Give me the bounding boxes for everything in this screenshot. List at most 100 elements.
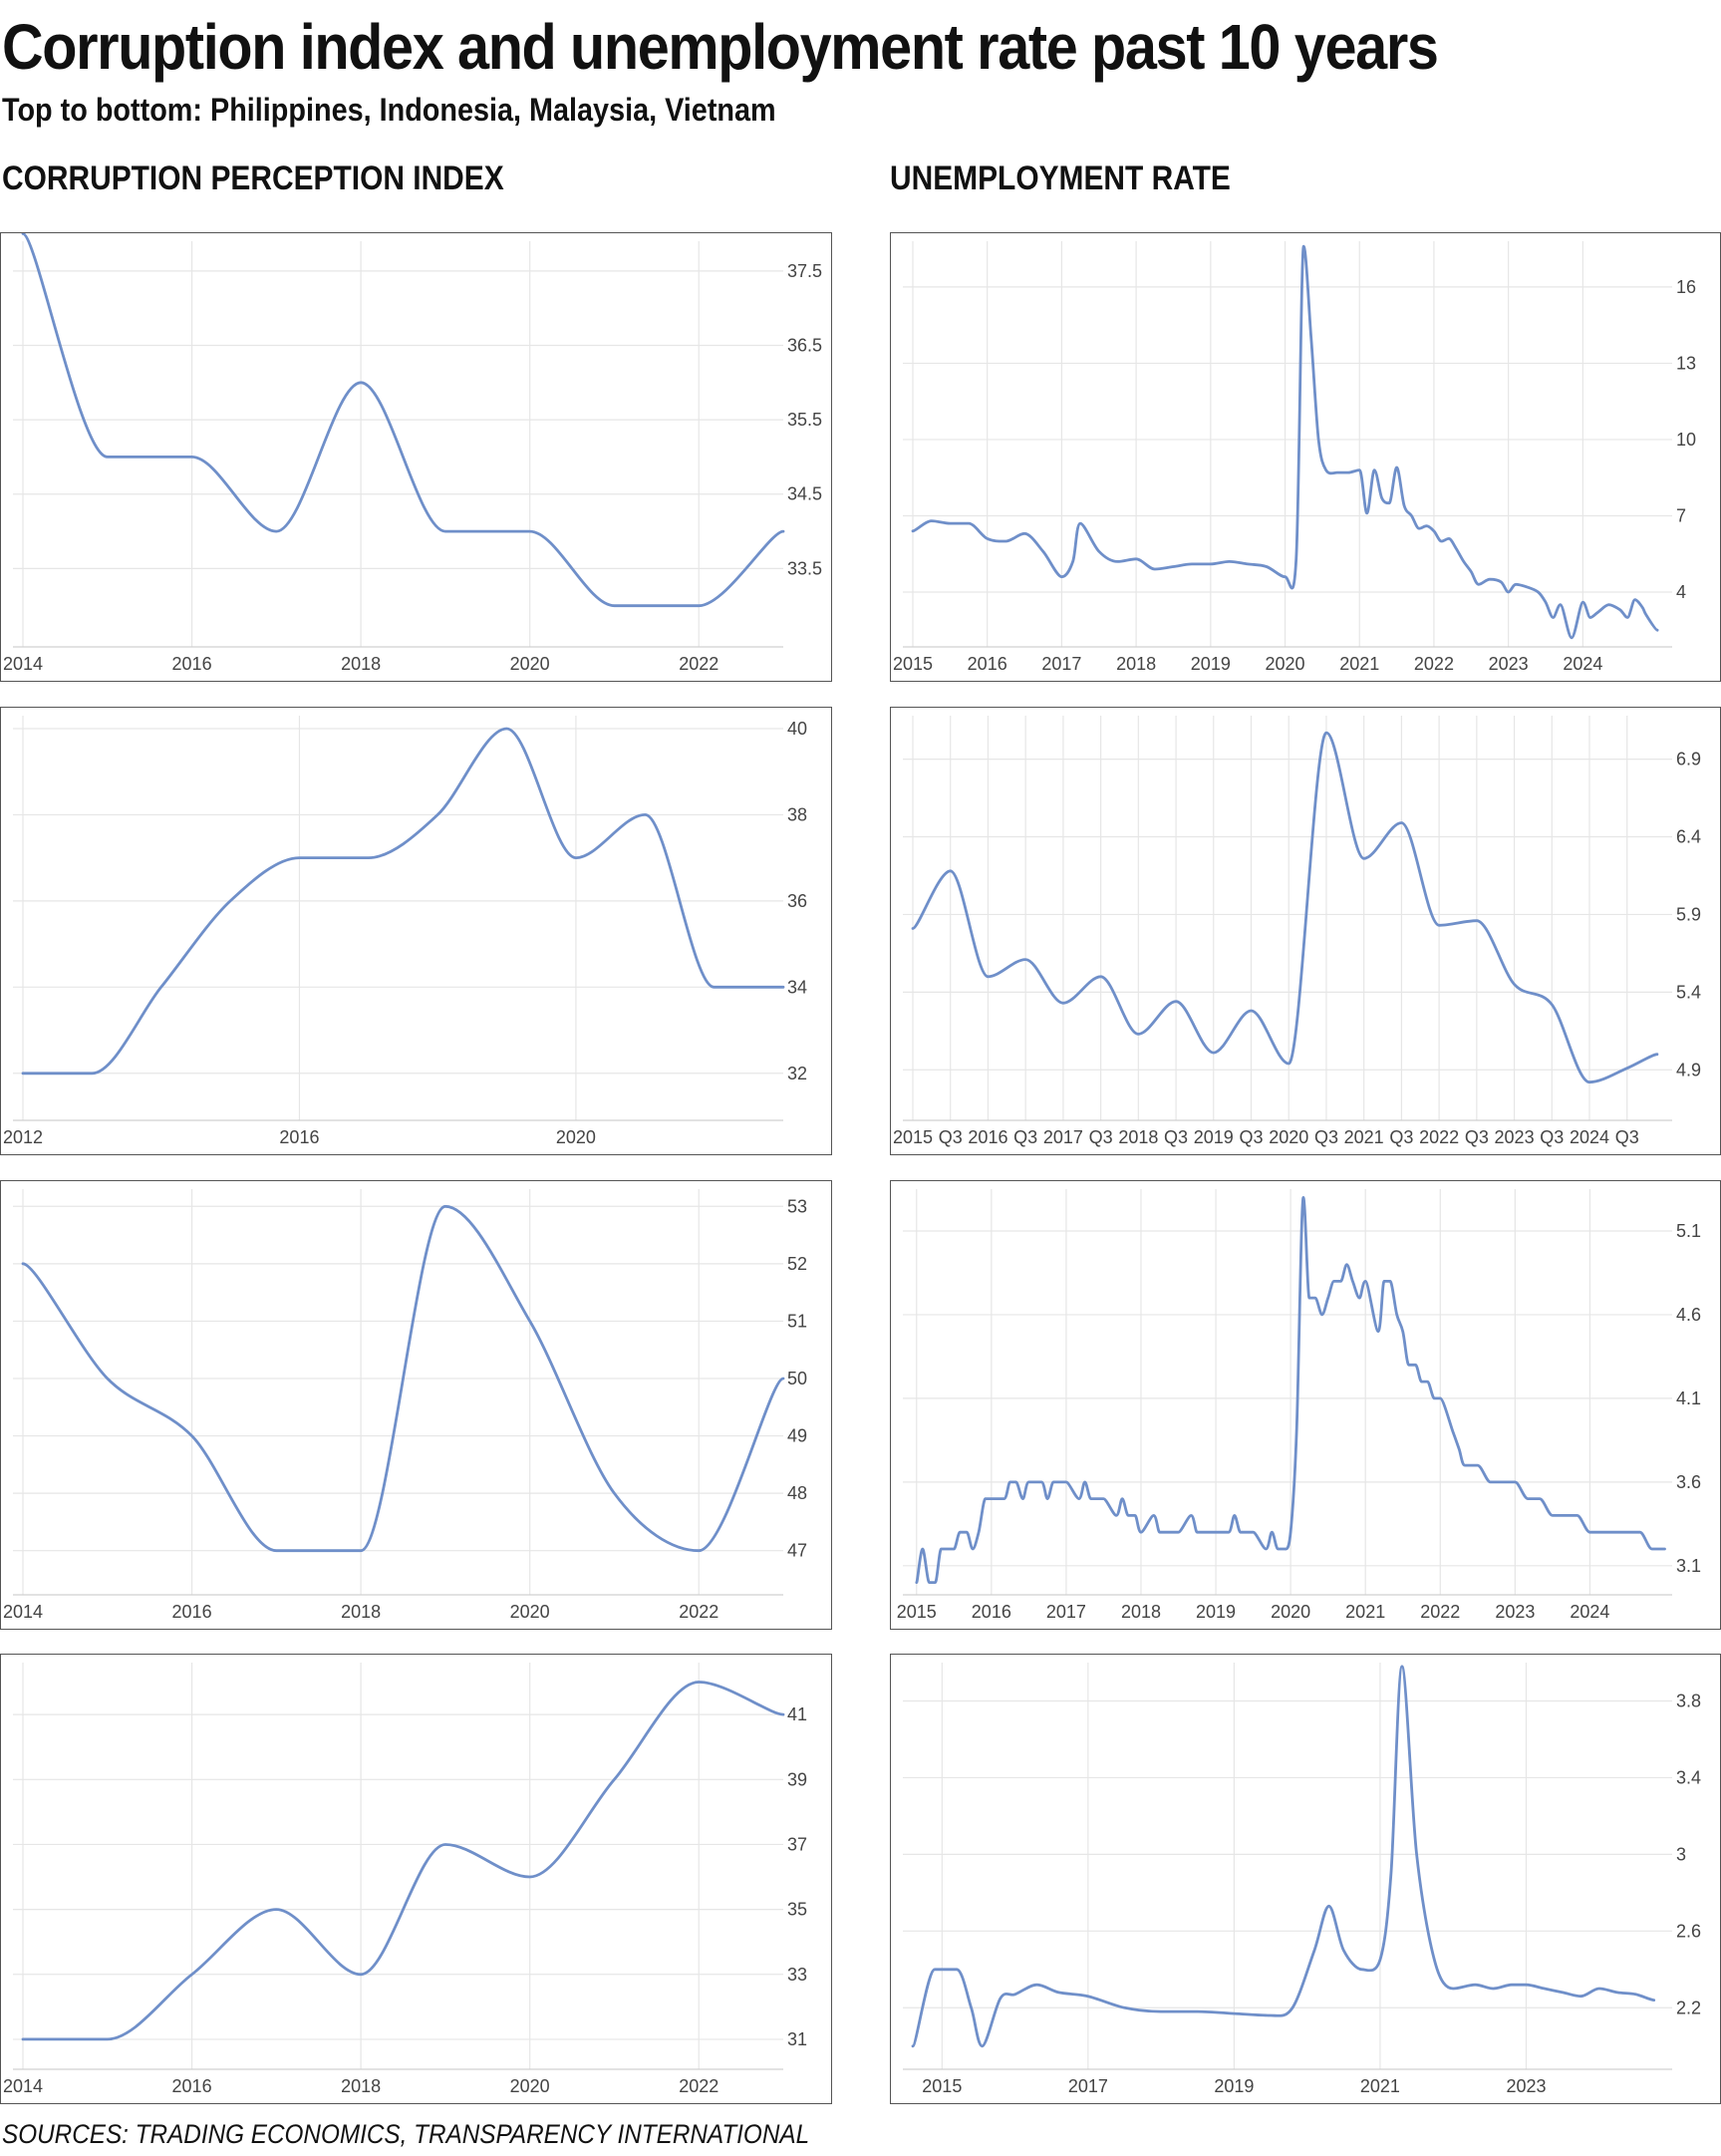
data-point: [1619, 609, 1621, 611]
x-tick-label: 2016: [172, 1602, 212, 1622]
data-point: [782, 986, 784, 988]
x-tick-label: 2017: [1068, 2076, 1108, 2096]
data-point: [275, 530, 277, 532]
data-point: [1247, 563, 1249, 565]
data-point: [912, 530, 914, 532]
data-point: [1159, 1531, 1161, 1533]
vietnam-unemployment-chart: 3.8 3.4 3 2.6 2.2 2015 2017 2019 2021 2023: [890, 1654, 1721, 2104]
x-tick-label: 2021: [1344, 1127, 1384, 1147]
data-point: [1302, 245, 1304, 247]
gridlines: [13, 1663, 783, 2069]
data-point: [1377, 1331, 1379, 1333]
x-tick-label: Q3: [1089, 1127, 1113, 1147]
x-tick-label: 2016: [172, 2076, 212, 2096]
data-point: [1196, 1531, 1198, 1533]
data-point: [1351, 1280, 1353, 1282]
data-point: [1539, 1497, 1541, 1499]
data-point: [1342, 1949, 1344, 1951]
data-point: [1452, 1988, 1454, 1990]
x-tick-label: 2014: [3, 654, 43, 674]
data-point: [1115, 1514, 1117, 1516]
data-point: [1626, 1068, 1628, 1070]
data-point: [698, 605, 700, 607]
data-point: [1633, 598, 1635, 600]
data-point: [949, 522, 951, 524]
data-point: [1290, 1531, 1291, 1533]
x-tick-label: 2020: [1266, 654, 1305, 674]
data-point: [107, 1378, 109, 1380]
data-point: [1560, 604, 1562, 606]
x-tick-label: 2016: [968, 1127, 1007, 1147]
data-point: [1035, 1984, 1037, 1986]
data-point: [934, 1581, 936, 1583]
data-point: [1588, 1081, 1590, 1083]
series-line: [21, 727, 785, 1076]
data-point: [1197, 2010, 1199, 2012]
data-point: [1526, 586, 1528, 588]
data-point: [613, 1778, 615, 1780]
data-point: [1327, 1297, 1329, 1299]
data-point: [1388, 502, 1390, 504]
x-tick-label: Q3: [939, 1127, 963, 1147]
data-point: [1645, 614, 1647, 616]
x-tick-label: 2022: [679, 1602, 718, 1622]
data-point: [1452, 1430, 1454, 1432]
x-tick-label: 2016: [972, 1602, 1011, 1622]
y-tick-label: 53: [787, 1196, 807, 1216]
data-point: [1317, 439, 1319, 441]
x-tick-label: 2022: [679, 654, 718, 674]
data-point: [922, 1548, 924, 1550]
data-point: [190, 1434, 192, 1436]
data-point: [1545, 601, 1547, 603]
x-tick-label: 2012: [3, 1127, 43, 1147]
x-tick-label: 2021: [1360, 2076, 1400, 2096]
data-point: [1078, 1497, 1080, 1499]
data-point: [1154, 568, 1156, 570]
x-tick-label: Q3: [1465, 1127, 1489, 1147]
y-tick-label: 37: [787, 1834, 807, 1854]
data-point: [1266, 565, 1268, 567]
data-point: [1639, 1531, 1641, 1533]
data-point: [1333, 1280, 1335, 1282]
x-tick-label: Q3: [1013, 1127, 1037, 1147]
data-point: [1477, 1464, 1479, 1466]
data-point: [1284, 576, 1286, 578]
x-tick-label: 2014: [3, 2076, 43, 2096]
data-point: [1325, 732, 1327, 734]
data-point: [1402, 1331, 1404, 1333]
data-point: [1228, 560, 1230, 562]
data-point: [1324, 468, 1326, 470]
data-point: [360, 1550, 362, 1552]
series-line: [21, 1204, 785, 1553]
data-point: [698, 1550, 700, 1552]
data-point: [1364, 1280, 1366, 1282]
gridlines: [903, 1189, 1672, 1595]
x-tick-label: 2019: [1191, 654, 1231, 674]
x-tick-label: 2015: [893, 654, 933, 674]
y-tick-label: 5.4: [1676, 982, 1701, 1002]
data-point: [1410, 514, 1412, 516]
data-point: [1478, 583, 1480, 585]
data-point: [782, 1713, 784, 1715]
data-point: [1345, 1263, 1347, 1265]
x-tick-label: 2023: [1489, 654, 1529, 674]
y-tick-label: 3.6: [1676, 1472, 1701, 1492]
malaysia-unemployment-chart: 5.1 4.6 4.1 3.6 3.1 2015 2016 2017 2018 2019 2020 2…: [890, 1180, 1721, 1630]
data-point: [1210, 563, 1212, 565]
x-tick-label: 2019: [1194, 1127, 1234, 1147]
x-tick-label: 2020: [1271, 1602, 1310, 1622]
vietnam-corruption-chart: 41 39 37 35 33 31 2014 2016 2018 2020 2022: [0, 1654, 832, 2104]
data-point: [987, 976, 989, 978]
data-point: [1415, 1853, 1417, 1855]
data-point: [953, 1548, 955, 1550]
data-point: [956, 1969, 958, 1971]
data-point: [1102, 1497, 1104, 1499]
x-tick-label: 2018: [341, 654, 381, 674]
x-tick-label: 2015: [897, 1602, 937, 1622]
data-point: [912, 2045, 914, 2047]
data-point: [1515, 583, 1517, 585]
data-point: [1588, 1531, 1590, 1533]
data-point: [613, 1492, 615, 1494]
data-point: [1191, 563, 1193, 565]
data-point: [1339, 1280, 1341, 1282]
